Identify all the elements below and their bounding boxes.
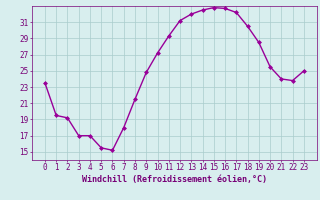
X-axis label: Windchill (Refroidissement éolien,°C): Windchill (Refroidissement éolien,°C) — [82, 175, 267, 184]
